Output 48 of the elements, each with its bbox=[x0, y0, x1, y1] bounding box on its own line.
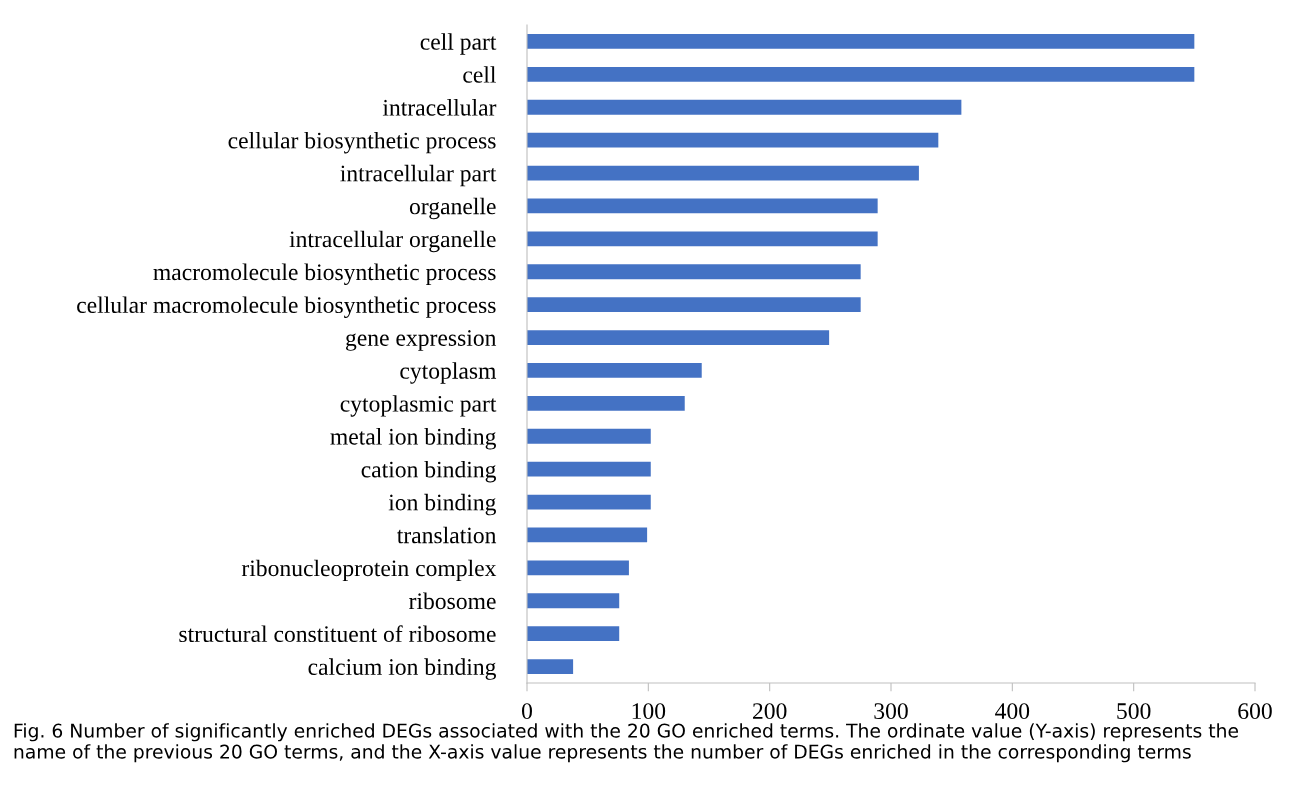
y-tick-label: calcium ion binding bbox=[308, 658, 496, 680]
bar bbox=[527, 66, 1195, 82]
x-tick-label: 100 bbox=[632, 703, 666, 720]
y-tick-label: cation binding bbox=[361, 460, 496, 483]
bar bbox=[527, 34, 1195, 49]
bar bbox=[527, 626, 620, 642]
bar bbox=[527, 165, 919, 181]
x-tick-label: 200 bbox=[752, 703, 787, 720]
bar bbox=[527, 363, 702, 378]
y-tick-label: cellular macromolecule biosynthetic process bbox=[77, 296, 496, 318]
y-tick-label: structural constituent of ribosome bbox=[179, 625, 496, 643]
caption: Fig. 6 Number of significantly enriched DEGs associated with the 20 GO enriched terms. The ordinate value (Y-axis) represents the name of the previous 20 GO terms, and the X-axis value represents the number of DEGs enriched in the corresponding terms bbox=[14, 723, 1239, 763]
y-tick-label: gene expression bbox=[346, 330, 497, 351]
x-tick-label: 300 bbox=[874, 703, 908, 720]
bar bbox=[527, 264, 861, 280]
y-tick-label: macromolecule biosynthetic process bbox=[153, 263, 496, 286]
y-tick-label: cytoplasmic part bbox=[340, 395, 497, 417]
x-tick-label: 600 bbox=[1238, 703, 1272, 720]
bar bbox=[527, 297, 861, 313]
bar bbox=[527, 593, 620, 609]
bar bbox=[527, 198, 878, 214]
y-tick-label: cellular biosynthetic process bbox=[228, 131, 496, 154]
y-tick-label: intracellular organelle bbox=[289, 230, 496, 253]
x-tick-label: 0 bbox=[522, 703, 532, 720]
y-tick-label: ribonucleoprotein complex bbox=[241, 559, 497, 582]
y-tick-label: cytoplasm bbox=[400, 362, 497, 384]
y-tick-label: intracellular bbox=[382, 99, 497, 116]
y-tick-label: ion binding bbox=[388, 493, 496, 516]
bar bbox=[527, 428, 651, 444]
bar bbox=[527, 527, 648, 543]
y-tick-label: organelle bbox=[409, 197, 496, 220]
bar bbox=[527, 560, 629, 576]
bar bbox=[527, 659, 574, 674]
bar bbox=[527, 132, 939, 148]
bar bbox=[527, 461, 651, 477]
y-tick-label: cell bbox=[463, 66, 496, 83]
x-tick-label: 400 bbox=[995, 703, 1030, 720]
bar bbox=[527, 330, 830, 345]
y-tick-label: ribosome bbox=[409, 592, 496, 610]
y-tick-label: metal ion binding bbox=[330, 428, 496, 450]
y-tick-label: cell part bbox=[420, 33, 497, 55]
bar bbox=[527, 395, 685, 411]
bar bbox=[527, 99, 962, 115]
bar bbox=[527, 231, 878, 247]
y-tick-label: intracellular part bbox=[340, 164, 497, 187]
y-tick-label: translation bbox=[397, 526, 497, 544]
x-tick-label: 500 bbox=[1117, 703, 1151, 720]
bar bbox=[527, 494, 651, 510]
